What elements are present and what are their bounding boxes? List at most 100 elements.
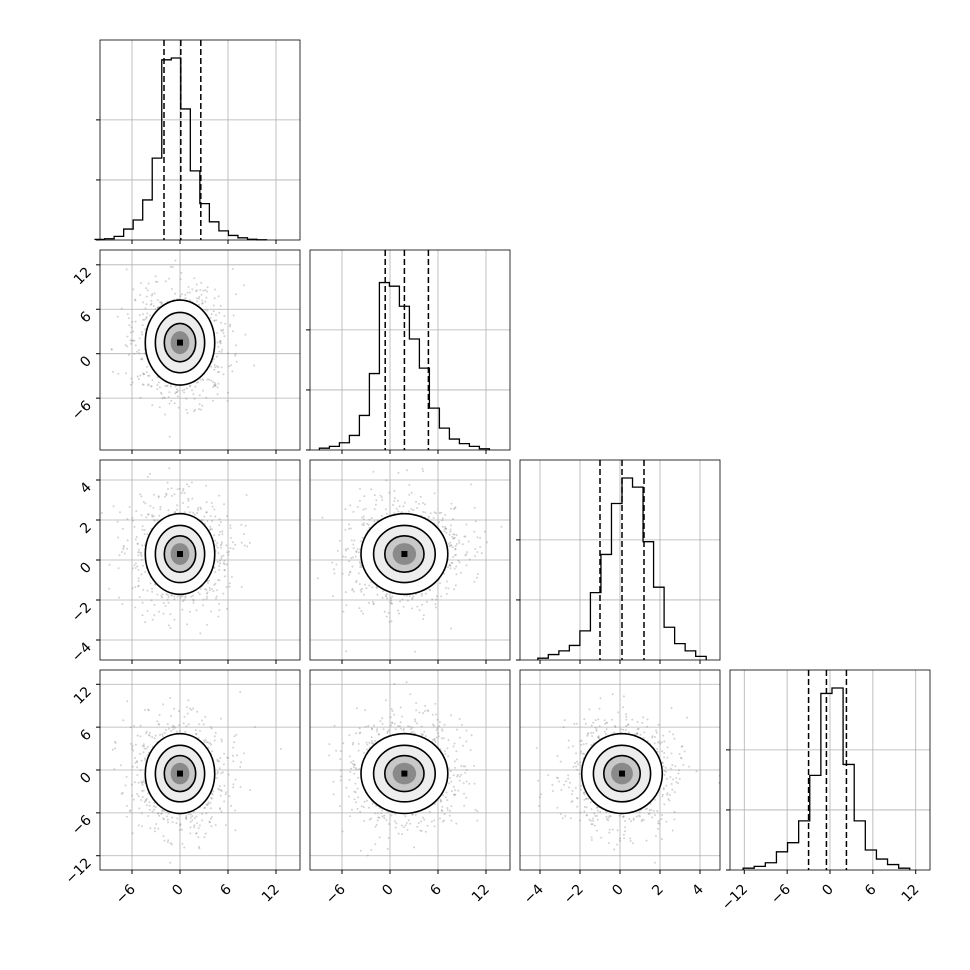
scatter-point <box>198 593 201 596</box>
scatter-point <box>386 730 389 733</box>
scatter-point <box>377 816 380 819</box>
scatter-point <box>161 302 163 304</box>
scatter-point <box>441 517 444 520</box>
scatter-point <box>139 735 142 738</box>
scatter-point <box>360 610 363 613</box>
scatter-point <box>425 592 427 595</box>
scatter-point <box>361 587 364 590</box>
x-tick-label: −6 <box>113 881 139 907</box>
scatter-point <box>126 700 129 703</box>
scatter-point <box>213 735 216 738</box>
scatter-point <box>203 741 206 744</box>
scatter-point <box>134 298 137 301</box>
scatter-point <box>202 598 205 601</box>
scatter-point <box>570 793 573 796</box>
scatter-point <box>479 536 482 539</box>
scatter-point <box>374 503 377 506</box>
scatter-point <box>203 836 206 839</box>
scatter-point <box>173 511 176 514</box>
scatter-point <box>160 391 162 394</box>
scatter-point <box>405 594 408 597</box>
scatter-point <box>572 745 574 748</box>
scatter-point <box>120 307 123 310</box>
scatter-point <box>119 764 122 767</box>
scatter-point <box>156 519 159 522</box>
scatter-point <box>378 836 381 839</box>
scatter-point <box>179 278 182 281</box>
scatter-point <box>575 752 577 755</box>
scatter-point <box>164 413 167 416</box>
scatter-point <box>160 594 163 597</box>
scatter-point <box>316 577 319 580</box>
scatter-point <box>205 592 208 595</box>
scatter-point <box>368 526 371 529</box>
scatter-point <box>474 548 477 550</box>
scatter-point <box>426 709 429 712</box>
scatter-point <box>220 789 223 792</box>
scatter-point <box>609 815 612 818</box>
scatter-point <box>453 536 456 539</box>
scatter-point <box>332 568 335 571</box>
scatter-point <box>445 593 448 595</box>
density-peak <box>401 770 408 777</box>
scatter-point <box>231 754 234 757</box>
scatter-point <box>410 731 413 734</box>
scatter-point <box>671 829 674 832</box>
scatter-point <box>331 561 334 564</box>
scatter-point <box>169 696 172 699</box>
scatter-point <box>384 594 387 597</box>
scatter-point <box>586 733 589 736</box>
scatter-point <box>159 733 161 736</box>
scatter-point <box>163 732 166 734</box>
scatter-point <box>419 829 422 832</box>
scatter-point <box>643 731 646 734</box>
scatter-point <box>391 721 394 724</box>
scatter-point <box>158 723 161 726</box>
scatter-point <box>433 511 436 514</box>
scatter-point <box>223 784 226 787</box>
scatter-point <box>219 794 222 797</box>
scatter-point <box>417 822 420 825</box>
scatter-point <box>434 702 437 705</box>
scatter-point <box>215 595 218 598</box>
scatter-point <box>113 768 116 771</box>
scatter-point <box>173 402 176 405</box>
scatter-point <box>388 823 390 825</box>
scatter-point <box>183 511 186 514</box>
scatter-point <box>183 391 186 394</box>
scatter-point <box>176 508 178 511</box>
scatter-point <box>600 836 603 839</box>
scatter-point <box>135 536 138 538</box>
scatter-point <box>371 586 374 589</box>
scatter-point <box>412 730 415 733</box>
scatter-point <box>641 818 644 821</box>
scatter-point <box>198 845 201 848</box>
scatter-point <box>219 562 222 565</box>
scatter-point <box>374 843 377 846</box>
scatter-point <box>149 827 152 830</box>
scatter-point <box>583 718 586 721</box>
scatter-point <box>157 827 160 830</box>
scatter-point <box>216 341 219 344</box>
scatter-point <box>179 824 182 827</box>
scatter-point <box>370 817 373 820</box>
scatter-point <box>378 733 381 736</box>
scatter-point <box>424 830 427 833</box>
scatter-point <box>215 314 217 317</box>
scatter-point <box>185 816 188 819</box>
scatter-point <box>420 592 423 595</box>
scatter-point <box>368 806 371 809</box>
scatter-point <box>557 780 560 783</box>
scatter-point <box>632 818 635 821</box>
scatter-point <box>675 781 678 784</box>
scatter-point <box>177 406 180 409</box>
scatter-point <box>580 739 583 742</box>
scatter-point <box>206 591 209 594</box>
scatter-point <box>590 839 593 841</box>
scatter-point <box>385 595 388 598</box>
scatter-point <box>195 815 198 818</box>
scatter-point <box>359 731 362 734</box>
scatter-point <box>590 836 593 839</box>
scatter-point <box>402 727 405 730</box>
scatter-point <box>358 768 361 770</box>
